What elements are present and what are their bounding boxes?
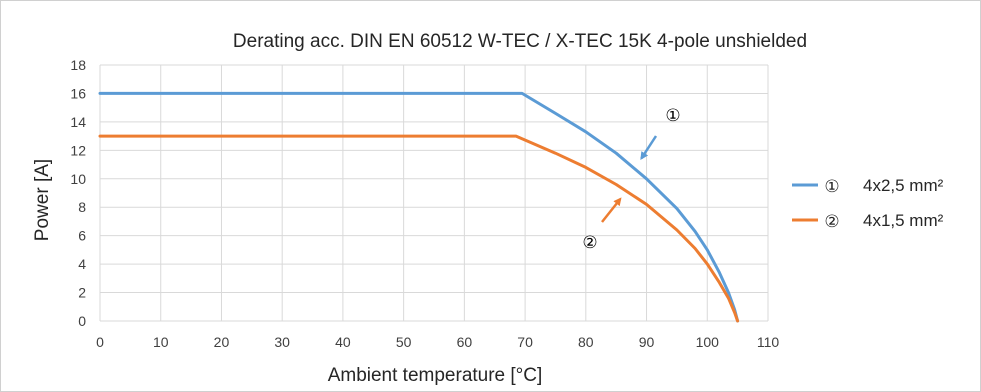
series-line-2 <box>98 134 740 323</box>
callout-label-1: ① <box>665 106 680 125</box>
legend-label-1: 4x2,5 mm² <box>863 176 944 195</box>
legend-marker-1: ① <box>824 177 839 196</box>
x-tick-label: 40 <box>335 334 351 350</box>
x-tick-label: 80 <box>578 334 594 350</box>
x-tick-label: 100 <box>696 334 720 350</box>
y-tick-label: 4 <box>78 256 86 272</box>
grid <box>99 64 769 322</box>
annotations: ①② <box>582 106 680 252</box>
callout-label-2: ② <box>582 233 597 252</box>
y-tick-label: 16 <box>70 85 86 101</box>
x-axis-label: Ambient temperature [°C] <box>328 365 543 386</box>
x-tick-label: 60 <box>457 334 473 350</box>
y-tick-label: 2 <box>78 285 86 301</box>
y-tick-label: 8 <box>78 199 86 215</box>
legend-label-2: 4x1,5 mm² <box>863 211 944 230</box>
y-tick-label: 10 <box>70 171 86 187</box>
y-axis-label: Power [A] <box>32 159 53 241</box>
x-tick-label: 20 <box>214 334 230 350</box>
series-lines <box>98 91 740 323</box>
callout-arrow-2 <box>601 197 622 223</box>
x-tick-label: 90 <box>639 334 655 350</box>
callout-arrow-1 <box>640 135 658 160</box>
legend-marker-2: ② <box>824 212 839 231</box>
y-tick-label: 0 <box>78 313 86 329</box>
x-tick-label: 0 <box>96 334 104 350</box>
x-tick-label: 30 <box>274 334 290 350</box>
chart-title: Derating acc. DIN EN 60512 W-TEC / X-TEC… <box>233 31 807 52</box>
x-tick-label: 50 <box>396 334 412 350</box>
y-tick-label: 6 <box>78 228 86 244</box>
x-tick-labels: 0 10 20 30 40 50 60 70 80 90 100 110 <box>96 334 779 350</box>
x-tick-label: 110 <box>757 334 780 350</box>
y-tick-labels: 0 2 4 6 8 10 12 14 16 18 <box>70 57 86 329</box>
x-tick-label: 10 <box>153 334 169 350</box>
series-line-1 <box>98 91 740 323</box>
y-tick-label: 12 <box>70 142 86 158</box>
legend: ① 4x2,5 mm² ② 4x1,5 mm² <box>792 176 944 231</box>
x-tick-label: 70 <box>517 334 533 350</box>
y-tick-label: 14 <box>70 114 86 130</box>
y-tick-label: 18 <box>70 57 86 73</box>
